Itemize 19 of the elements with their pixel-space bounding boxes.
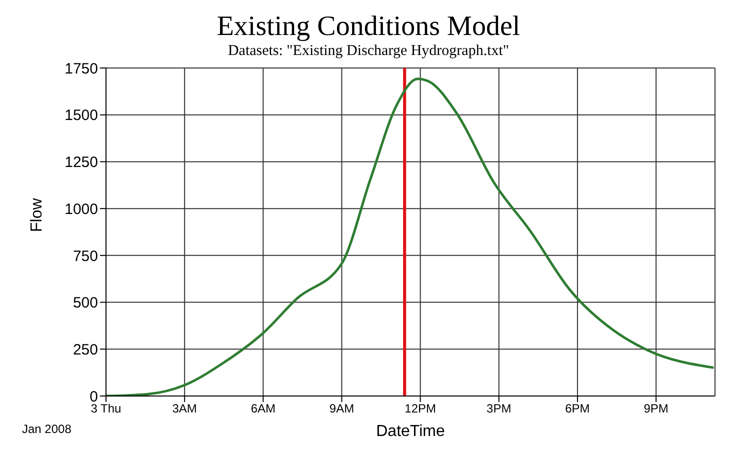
y-tick-label: 1250 — [64, 154, 98, 172]
x-axis-title: DateTime — [376, 423, 445, 440]
y-tick-label: 750 — [72, 248, 98, 265]
chart-subtitle: Datasets: "Existing Discharge Hydrograph.txt" — [226, 42, 510, 60]
y-tick-label: 250 — [72, 341, 98, 358]
text: Jan 2008 — [22, 422, 72, 436]
y-tick-label: 1500 — [64, 107, 98, 124]
chart-title: Existing Conditions Model — [216, 10, 522, 42]
y-axis-title: Flow — [28, 198, 46, 232]
y-tick-label: 500 — [72, 294, 98, 312]
y-tick-label: 1000 — [64, 200, 98, 218]
x-tick-label: 3AM — [172, 402, 197, 416]
y-tick-label: 1750 — [64, 60, 98, 78]
x-tick-label: 6PM — [565, 402, 590, 416]
x-tick-label: 6AM — [250, 402, 276, 416]
x-tick-label: 3PM — [486, 402, 512, 416]
x-tick-label: 9PM — [644, 402, 668, 416]
x-tick-label: 12PM — [404, 402, 436, 416]
x-tick-label: 9AM — [329, 402, 354, 416]
